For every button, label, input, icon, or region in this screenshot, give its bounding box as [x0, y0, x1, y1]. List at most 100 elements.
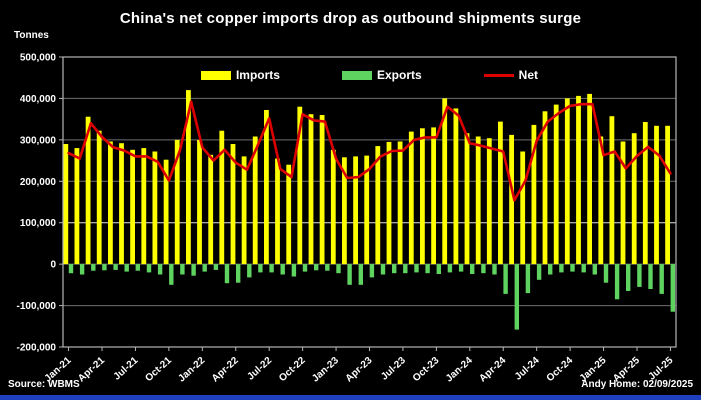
import-bar	[531, 124, 537, 265]
import-bar	[520, 151, 526, 265]
x-tick-label: Apr-24	[477, 355, 508, 385]
x-tick-label: Oct-22	[277, 355, 308, 384]
export-bar	[648, 264, 653, 289]
y-tick-label: -200,000	[17, 343, 57, 354]
import-bar	[453, 108, 459, 265]
legend-item-exports: Exports	[341, 68, 422, 82]
export-bar	[135, 264, 140, 271]
exports-swatch-icon	[341, 70, 372, 80]
x-tick-label: Jan-23	[310, 355, 341, 385]
export-bar	[659, 264, 664, 294]
export-bar	[536, 264, 542, 280]
net-line-swatch-icon	[483, 73, 514, 77]
x-tick-label: Oct-24	[545, 355, 576, 384]
x-tick-label: Apr-22	[210, 355, 241, 385]
import-bar	[96, 130, 102, 265]
import-bar	[654, 125, 659, 265]
import-bar	[297, 106, 303, 265]
export-bar	[269, 264, 274, 273]
import-bar	[186, 90, 191, 265]
x-tick-label: Jan-24	[444, 355, 475, 385]
y-tick-label: 300,000	[20, 135, 57, 146]
import-bar	[63, 144, 69, 265]
import-bar	[330, 149, 336, 265]
export-bar	[325, 264, 330, 271]
import-bar	[475, 136, 481, 265]
export-bar	[102, 264, 107, 271]
export-bar	[113, 264, 118, 270]
import-bar	[208, 154, 214, 265]
export-bar	[124, 264, 129, 272]
export-bar	[91, 264, 96, 271]
export-bar	[626, 264, 631, 291]
y-tick-label: 100,000	[20, 218, 57, 229]
y-tick-label: 400,000	[20, 94, 57, 105]
export-bar	[202, 264, 207, 272]
export-bar	[258, 264, 263, 273]
legend-label-imports: Imports	[235, 68, 280, 82]
import-bar	[498, 121, 503, 265]
y-axis-units-label: Tonnes	[14, 30, 49, 41]
y-tick-label: 500,000	[20, 53, 57, 64]
import-bar	[631, 133, 637, 265]
export-bar	[548, 264, 553, 275]
import-bar	[353, 156, 358, 265]
x-tick-label: Apr-21	[76, 355, 107, 385]
import-bar	[542, 111, 548, 265]
export-bar	[68, 264, 74, 274]
credit-label: Andy Home: 02/09/2025	[581, 379, 693, 390]
x-tick-label: Oct-23	[411, 355, 442, 384]
import-bar	[197, 139, 202, 265]
x-tick-label: Jan-22	[176, 355, 207, 385]
import-bar	[163, 159, 169, 265]
import-bar	[442, 98, 448, 265]
import-bar	[431, 127, 436, 265]
import-bar	[252, 136, 258, 265]
import-bar	[564, 98, 570, 265]
bars-exports	[68, 264, 675, 330]
import-bar	[609, 116, 615, 265]
import-bar	[174, 139, 180, 265]
import-bar	[464, 133, 470, 265]
import-bar	[308, 114, 314, 265]
x-tick-label: Jul-22	[245, 355, 274, 383]
export-bar	[425, 264, 430, 274]
import-bar	[665, 125, 670, 265]
export-bar	[291, 264, 297, 277]
bottom-blue-strip	[0, 395, 701, 400]
import-bar	[319, 115, 325, 265]
import-bar	[275, 158, 280, 265]
import-bar	[509, 134, 514, 265]
import-bar	[576, 95, 581, 265]
x-tick-label: Apr-23	[344, 355, 375, 385]
import-bar	[553, 104, 559, 265]
export-bar	[592, 264, 597, 275]
export-bar	[570, 264, 575, 272]
export-bar	[436, 264, 441, 274]
import-bar	[642, 122, 648, 265]
x-tick-label: Jul-23	[379, 355, 408, 383]
export-bar	[336, 264, 341, 274]
import-bar	[408, 131, 414, 265]
export-bar	[247, 264, 252, 278]
import-bar	[141, 148, 147, 265]
export-bar	[614, 264, 620, 300]
export-bar	[157, 264, 163, 275]
x-tick-label: Jul-21	[112, 355, 141, 383]
export-bar	[581, 264, 586, 273]
y-tick-label: 200,000	[20, 177, 57, 188]
import-bar	[364, 155, 370, 265]
export-bar	[213, 264, 219, 270]
import-bar	[286, 164, 292, 265]
export-bar	[503, 264, 508, 294]
import-bar	[342, 157, 347, 265]
y-tick-label: 0	[50, 260, 56, 271]
export-bar	[380, 264, 386, 275]
export-bar	[458, 264, 464, 272]
import-bar	[119, 143, 124, 265]
export-bar	[603, 264, 609, 283]
export-bar	[347, 264, 352, 285]
import-bar	[587, 93, 592, 265]
